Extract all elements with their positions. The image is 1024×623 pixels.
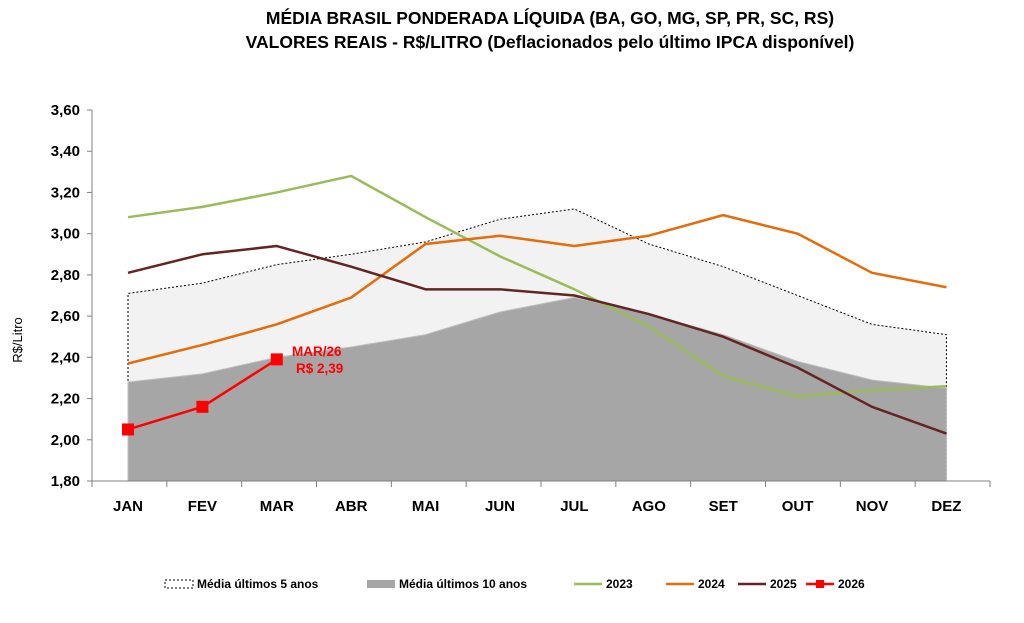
legend-label-2025: 2025 [770,577,797,591]
x-tick-label: JUL [560,498,588,515]
legend-label-media-10-anos: Média últimos 10 anos [399,577,527,591]
x-tick-label: OUT [782,498,814,515]
x-tick-label: MAR [260,498,294,515]
x-tick-label: ABR [335,498,368,515]
legend: Média últimos 5 anos Média últimos 10 ano… [164,577,865,591]
y-tick-label: 2,80 [51,267,80,284]
y-tick-label: 1,80 [51,473,80,490]
x-tick-label: SET [709,498,738,515]
y-tick-label: 3,60 [51,102,80,119]
legend-label-2023: 2023 [606,577,633,591]
point-marker-2026 [270,353,283,366]
x-tick-label: AGO [632,498,667,515]
legend-label-2026: 2026 [838,577,865,591]
point-marker-2026 [122,423,134,436]
annotation-value: R$ 2,39 [296,361,343,376]
x-tick-label: MAI [412,498,440,515]
legend-swatch-media-10-anos [367,580,395,588]
legend-label-media-5-anos: Média últimos 5 anos [197,577,319,591]
series-line-2024 [127,213,947,365]
y-tick-label: 3,20 [51,184,80,201]
series-line-2023 [127,174,947,398]
legend-swatch-media-5-anos [164,579,194,589]
x-tick-label: NOV [856,498,889,515]
y-tick-label: 3,40 [51,143,80,160]
chart-title: MÉDIA BRASIL PONDERADA LÍQUIDA (BA, GO, … [265,8,835,28]
series-line-2025 [127,244,947,435]
point-marker-2026 [196,400,209,413]
x-tick-label: DEZ [931,498,961,515]
x-tick-label: FEV [188,498,217,515]
legend-label-2024: 2024 [698,577,725,591]
legend-marker-2026 [816,580,824,588]
y-tick-label: 3,00 [51,226,80,243]
y-axis-label: R$/Litro [10,317,25,363]
annotation-month: MAR/26 [292,344,342,359]
y-tick-label: 2,00 [51,432,80,449]
y-tick-label: 2,60 [51,308,80,325]
y-tick-label: 2,40 [51,349,80,366]
x-tick-label: JUN [485,498,515,515]
chart-subtitle: VALORES REAIS - R$/LITRO (Deflacionados … [245,32,855,52]
y-tick-label: 2,20 [51,391,80,408]
x-tick-label: JAN [113,498,143,515]
